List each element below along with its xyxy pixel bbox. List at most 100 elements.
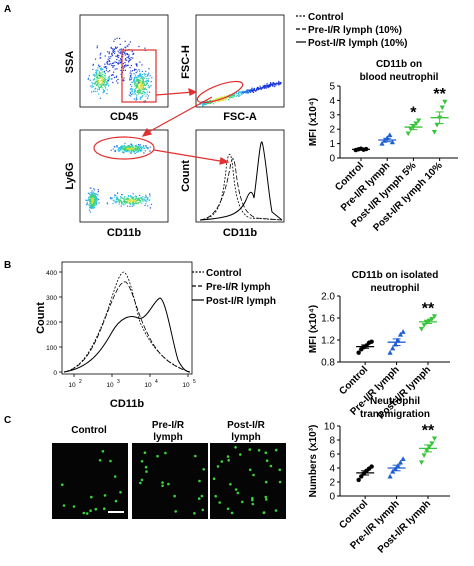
flow-event [278,82,280,84]
flow-event [123,202,126,204]
flow-event [142,196,144,198]
flow-event [255,90,257,92]
flow-event [95,74,97,76]
flow-event [134,150,137,152]
flow-event [119,149,121,151]
flow-event [101,78,103,81]
cell-dot [202,468,205,471]
flow-event [144,89,146,91]
flow-event [117,192,119,194]
flow-event [107,58,109,60]
flow-event [113,49,115,51]
chart-title: blood neutrophil [360,72,439,83]
flow-event [124,149,126,151]
flow-event [137,79,139,81]
flow-event [202,103,204,105]
flow-event [120,73,122,76]
cell-dot [227,459,230,462]
flow-event [115,61,117,64]
flow-event [130,59,132,61]
flow-event [115,55,117,57]
flow-event [248,91,250,93]
flow-event [122,79,124,81]
flow-event [127,57,130,59]
flow-event [95,71,97,73]
flow-event [91,196,93,198]
cell-dot [140,478,144,482]
arrow-1 [155,91,195,96]
cell-dot [89,509,92,512]
flow-event [99,57,101,59]
flow-event [120,200,122,202]
flow-event [138,79,140,81]
flow-event [94,87,97,89]
flow-event [122,65,124,68]
flow-event [132,145,134,147]
data-point [416,118,422,124]
flow-event [93,200,95,202]
flow-event [104,87,107,89]
flow-event [258,87,260,90]
flow-event [265,85,267,87]
flow-event [106,84,108,86]
flow-event [115,76,117,78]
flow-event [129,41,131,43]
flow-plot-ly6g-cd11b [79,129,169,223]
flow-event [244,91,247,93]
flow-event [140,88,142,90]
flow-event [91,91,93,93]
flow-event [248,92,250,94]
flow-event [151,77,153,79]
flow-event [135,63,137,65]
flow-event [112,148,114,150]
flow-event [268,84,270,86]
xtick-label-b: 10 [144,382,152,389]
flow-event [228,96,230,98]
flow-event [110,63,112,65]
panel-label-a: A [4,4,11,15]
flow-event [103,83,105,85]
cell-dot [103,494,107,497]
flow-event [119,150,121,152]
flow-event [149,193,151,195]
flow-event [110,56,112,58]
flow-event [133,89,136,91]
flow-event [90,204,92,206]
flow-event [130,199,132,201]
flow-event [123,79,125,81]
flow-event [116,145,118,147]
flow-event [134,76,136,78]
flow-event [141,197,143,199]
micrograph-post [210,443,286,519]
flow-event [131,149,133,151]
flow-event [135,97,137,99]
flow-event [114,61,116,63]
flow-event [143,80,145,82]
flow-event [137,151,139,153]
flow-event [97,82,99,85]
flow-event [274,86,276,88]
flow-event [136,149,138,151]
flow-event [149,150,151,152]
cell-dot [174,510,177,513]
flow-event [141,84,143,86]
flow-event [258,88,260,90]
data-point [397,331,404,337]
flow-event [91,198,93,200]
xtick-exp-b: 3 [117,379,120,385]
flow-event [136,84,138,86]
flow-event [147,199,149,201]
micrograph-control [52,443,128,519]
flow-event [112,48,114,50]
data-point [387,473,393,479]
flow-event [93,82,95,84]
flow-event [139,91,141,93]
flow-event [88,75,90,77]
flow-event [147,84,149,86]
flow-event [97,69,99,72]
flow-event [121,145,123,147]
arrow-2-head [141,127,153,137]
flow-event [89,200,91,202]
flow-event [279,83,281,85]
flow-event [96,47,98,49]
